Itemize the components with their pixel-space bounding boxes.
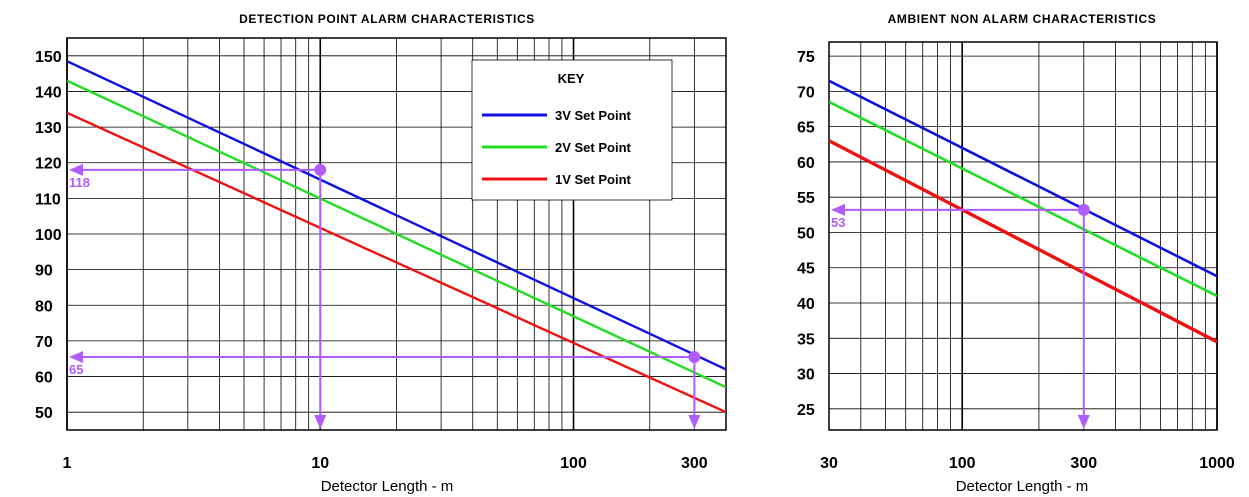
x-tick-label: 300 (681, 455, 708, 472)
right-chart: 25 30 35 40 45 50 55 60 65 70 75 30 100 300 1000 AMBIEN… (797, 12, 1235, 495)
y-tick-label: 110 (35, 191, 61, 208)
y-tick-label: 35 (797, 331, 815, 348)
annotation-65: 65 (69, 350, 701, 429)
annotation-marker (314, 163, 327, 176)
series-line-1v (829, 139, 1217, 344)
annotation-label: 118 (69, 175, 90, 190)
y-tick-label: 130 (35, 120, 62, 137)
y-tick-label: 55 (797, 190, 815, 207)
x-axis-label: Detector Length - m (321, 478, 454, 495)
x-tick-label: 300 (1070, 455, 1097, 472)
y-tick-label: 140 (35, 84, 62, 101)
legend: KEY 3V Set Point 2V Set Point 1V Set Point (471, 59, 673, 201)
annotation-53: 53 (831, 203, 1090, 429)
y-tick-label: 150 (35, 49, 62, 66)
legend-entry: 3V Set Point (555, 108, 632, 123)
y-tick-label: 100 (35, 227, 62, 244)
x-axis-label: Detector Length - m (956, 478, 1089, 495)
series-line-3v (67, 60, 726, 371)
y-tick-label: 120 (35, 156, 62, 173)
x-tick-label: 10 (311, 455, 329, 472)
legend-title: KEY (558, 71, 585, 86)
y-tick-label: 70 (797, 84, 815, 101)
x-tick-label: 100 (949, 455, 976, 472)
annotation-left-arrowhead (69, 350, 83, 363)
y-tick-label: 80 (35, 298, 53, 315)
annotation-label: 65 (69, 362, 83, 377)
annotation-left-arrowhead (69, 163, 83, 176)
annotation-118: 118 (69, 163, 327, 429)
y-tick-label: 50 (797, 225, 815, 242)
chart-title: AMBIENT NON ALARM CHARACTERISTICS (888, 12, 1157, 26)
chart-title: DETECTION POINT ALARM CHARACTERISTICS (239, 12, 535, 26)
y-tick-label: 65 (797, 120, 815, 137)
series-line-3v (829, 79, 1217, 278)
annotation-down-arrowhead (1077, 415, 1090, 429)
y-tick-label: 40 (797, 296, 815, 313)
x-tick-label: 100 (560, 455, 587, 472)
legend-box (471, 59, 673, 201)
series-line-1v (67, 111, 726, 414)
series-line-2v (829, 100, 1217, 298)
y-tick-label: 90 (35, 263, 53, 280)
annotation-marker (1077, 203, 1090, 216)
x-tick-label: 30 (820, 455, 838, 472)
annotation-label: 53 (831, 215, 845, 230)
y-tick-label: 30 (797, 367, 815, 384)
annotation-marker (688, 350, 701, 363)
y-tick-label: 70 (35, 334, 53, 351)
x-tick-label: 1000 (1199, 455, 1235, 472)
legend-entry: 1V Set Point (555, 172, 632, 187)
y-tick-label: 50 (35, 405, 53, 422)
y-tick-label: 45 (797, 261, 815, 278)
y-tick-label: 60 (797, 155, 815, 172)
annotation-down-arrowhead (314, 415, 327, 429)
x-tick-label: 1 (63, 455, 72, 472)
plot-frame (66, 37, 727, 431)
series-line-2v (67, 79, 726, 389)
legend-entry: 2V Set Point (555, 140, 632, 155)
annotation-down-arrowhead (688, 415, 701, 429)
annotation-left-arrowhead (831, 203, 845, 216)
plot-frame (828, 41, 1218, 431)
y-tick-label: 25 (797, 402, 815, 419)
y-tick-label: 60 (35, 370, 53, 387)
y-tick-label: 75 (797, 49, 815, 66)
